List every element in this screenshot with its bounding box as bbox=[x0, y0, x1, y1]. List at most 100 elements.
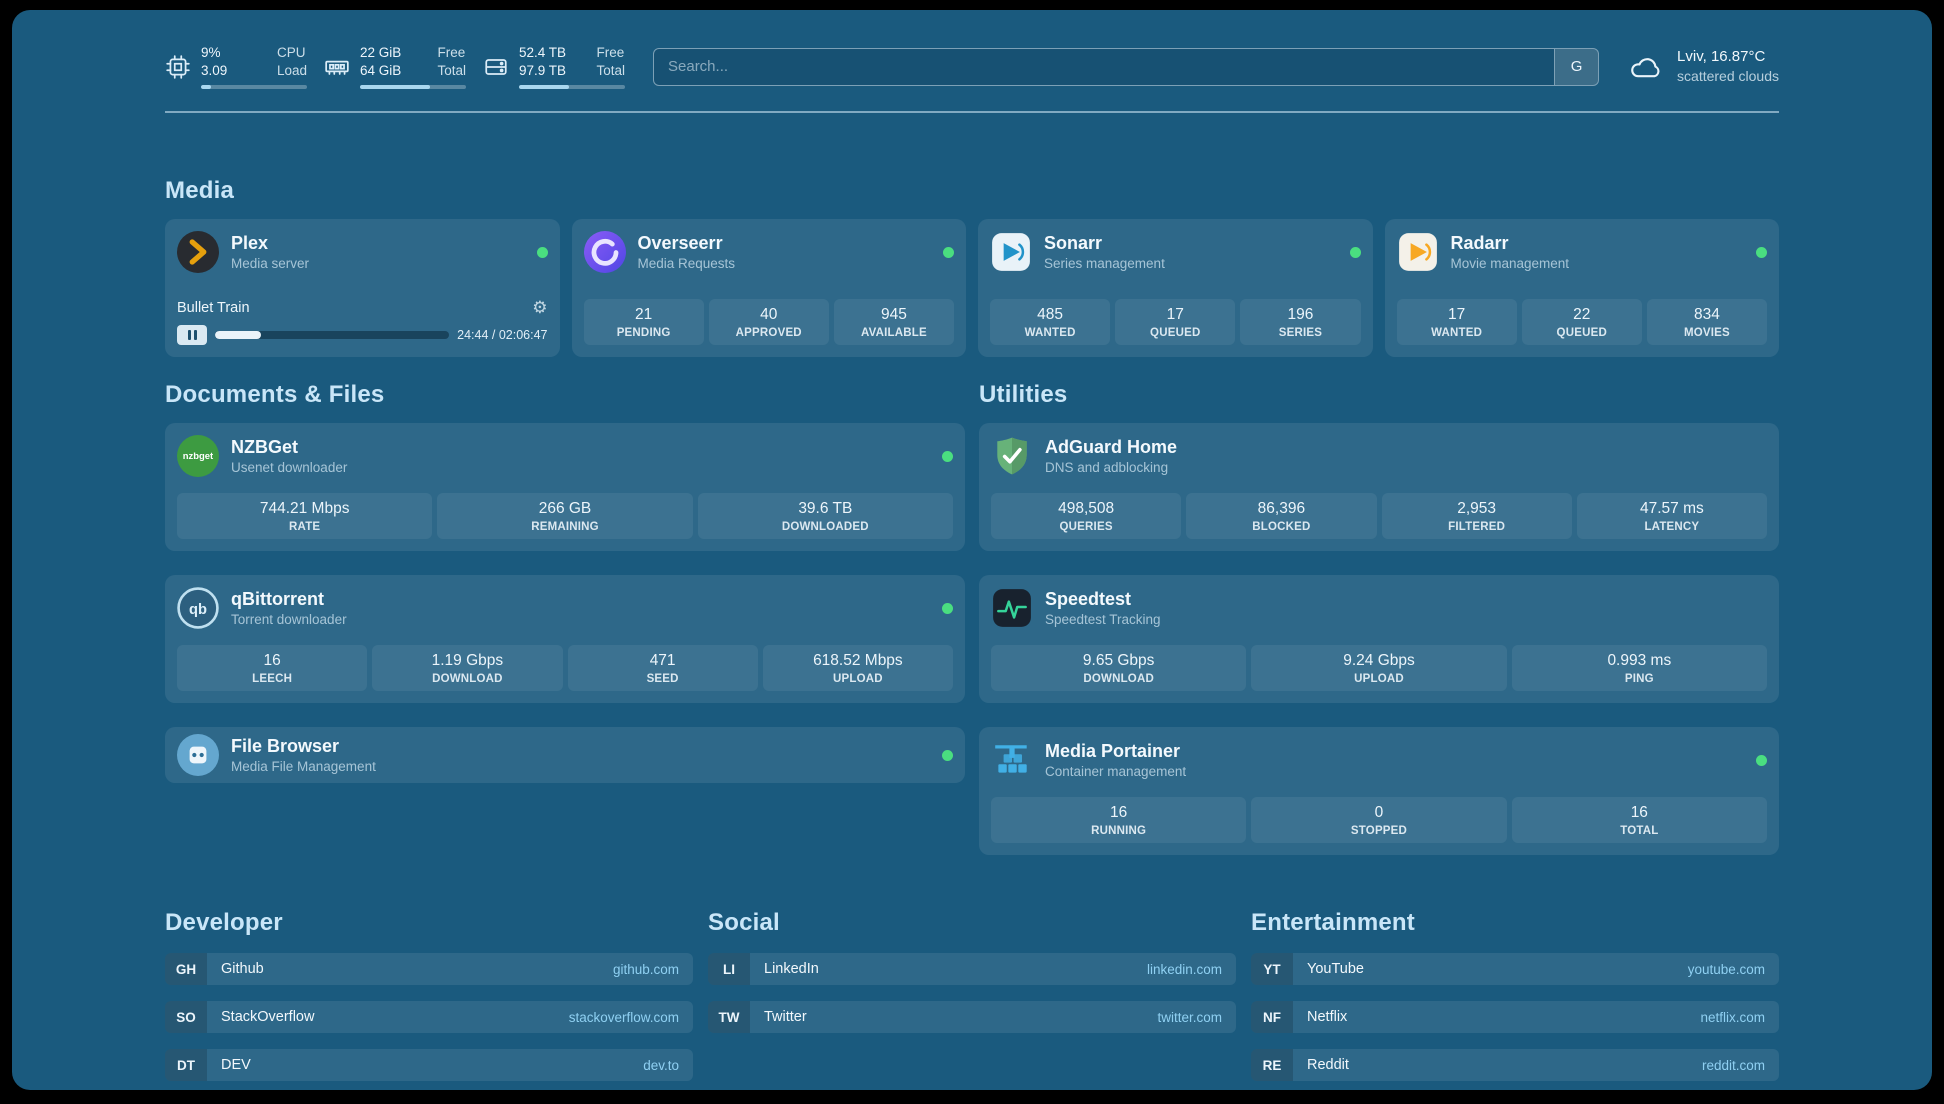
cpu-values: 9% 3.09 bbox=[201, 44, 227, 80]
radarr-header: Radarr Movie management bbox=[1397, 231, 1767, 273]
bookmark-twitter[interactable]: TW Twitter twitter.com bbox=[708, 1001, 1236, 1034]
filebrowser-card[interactable]: File Browser Media File Management bbox=[165, 727, 965, 784]
service-subtitle: Series management bbox=[1044, 256, 1165, 272]
bookmark-youtube[interactable]: YT YouTube youtube.com bbox=[1251, 953, 1779, 986]
stat-value: 1.19 Gbps bbox=[431, 652, 504, 670]
bookmark-abbr: DT bbox=[165, 1049, 207, 1082]
plex-header: Plex Media server bbox=[177, 231, 548, 274]
sonarr-header: Sonarr Series management bbox=[990, 231, 1361, 273]
stat: 22 QUEUED bbox=[1521, 299, 1642, 346]
memory-body: 22 GiB 64 GiB Free Total bbox=[360, 44, 466, 90]
memory-label-top: Free bbox=[437, 45, 466, 60]
stat-value: 266 GB bbox=[538, 500, 592, 518]
weather-text: Lviv, 16.87°C scattered clouds bbox=[1677, 46, 1779, 87]
bookmark-url: linkedin.com bbox=[1146, 961, 1222, 977]
cpu-load-value: 3.09 bbox=[201, 63, 228, 79]
sonarr-card[interactable]: Sonarr Series management 485 WANTED 17 Q… bbox=[978, 219, 1373, 358]
stat-label: SEED bbox=[646, 673, 679, 686]
cloud-icon bbox=[1627, 50, 1665, 84]
stat: 9.24 Gbps UPLOAD bbox=[1251, 645, 1507, 692]
stat-value: 485 bbox=[1037, 306, 1064, 324]
disk-progress-fill bbox=[519, 85, 569, 90]
cpu-progress-fill bbox=[201, 85, 211, 90]
social-list: LI LinkedIn linkedin.com TW Twitter twit… bbox=[708, 953, 1236, 1034]
stat: 196 SERIES bbox=[1240, 299, 1361, 346]
bookmark-abbr: NF bbox=[1251, 1001, 1293, 1034]
filebrowser-header: File Browser Media File Management bbox=[177, 734, 953, 777]
memory-progressbar bbox=[360, 85, 466, 90]
bookmark-reddit[interactable]: RE Reddit reddit.com bbox=[1251, 1049, 1779, 1082]
playback-progressbar bbox=[215, 331, 450, 340]
bookmark-github[interactable]: GH Github github.com bbox=[165, 953, 693, 986]
stat-label: QUEUED bbox=[1556, 327, 1607, 340]
stat-value: 196 bbox=[1287, 306, 1314, 324]
dashboard-page: 9% 3.09 CPU Load bbox=[12, 10, 1932, 1090]
memory-cols: 22 GiB 64 GiB Free Total bbox=[360, 44, 466, 80]
stat: 266 GB REMAINING bbox=[437, 493, 693, 540]
stat-label: APPROVED bbox=[735, 327, 802, 340]
bookmark-dev[interactable]: DT DEV dev.to bbox=[165, 1049, 693, 1082]
bookmark-url: netflix.com bbox=[1700, 1009, 1765, 1025]
speedtest-card[interactable]: Speedtest Speedtest Tracking 9.65 Gbps D… bbox=[979, 575, 1779, 704]
memory-label-bottom: Total bbox=[437, 63, 466, 79]
pause-button[interactable] bbox=[177, 325, 207, 346]
search-input[interactable] bbox=[654, 48, 1555, 85]
stat-label: STOPPED bbox=[1350, 825, 1408, 838]
service-subtitle: Container management bbox=[1045, 764, 1187, 780]
disk-progressbar bbox=[519, 85, 625, 90]
radarr-meta: Radarr Movie management bbox=[1451, 233, 1570, 271]
utilities-section: Utilities bbox=[979, 381, 1779, 856]
developer-list: GH Github github.com SO StackOverflow st… bbox=[165, 953, 693, 1082]
bookmark-abbr: LI bbox=[708, 953, 750, 986]
service-name: Speedtest bbox=[1045, 589, 1132, 610]
stat-label: DOWNLOAD bbox=[432, 673, 503, 686]
stat-value: 2,953 bbox=[1457, 500, 1497, 518]
disk-label-bottom: Total bbox=[596, 63, 625, 79]
status-dot bbox=[942, 450, 953, 462]
plex-card[interactable]: Plex Media server Bullet Train ⚙ bbox=[165, 219, 560, 358]
dashboard-content: 9% 3.09 CPU Load bbox=[12, 10, 1932, 1090]
stat: 744.21 Mbps RATE bbox=[177, 493, 433, 540]
stat-value: 40 bbox=[760, 306, 778, 324]
bookmark-name: Reddit bbox=[1307, 1057, 1349, 1074]
bookmark-netflix[interactable]: NF Netflix netflix.com bbox=[1251, 1001, 1779, 1034]
bookmark-stackoverflow[interactable]: SO StackOverflow stackoverflow.com bbox=[165, 1001, 693, 1034]
gear-icon[interactable]: ⚙ bbox=[532, 298, 548, 318]
stat-value: 16 bbox=[263, 652, 281, 670]
stat: 834 MOVIES bbox=[1646, 299, 1768, 346]
bookmark-linkedin[interactable]: LI LinkedIn linkedin.com bbox=[708, 953, 1236, 986]
memory-labels: Free Total bbox=[437, 44, 466, 80]
qbittorrent-card[interactable]: qb qBittorrent Torrent downloader bbox=[165, 575, 965, 704]
bookmark-abbr: SO bbox=[165, 1001, 207, 1034]
plex-icon bbox=[177, 231, 219, 274]
bookmark-abbr: GH bbox=[165, 953, 207, 986]
speedtest-stats: 9.65 Gbps DOWNLOAD 9.24 Gbps UPLOAD 0.99… bbox=[991, 645, 1767, 692]
stat: 471 SEED bbox=[567, 645, 758, 692]
stat: 498,508 QUERIES bbox=[991, 493, 1182, 540]
plex-meta: Plex Media server bbox=[231, 233, 309, 271]
disk-labels: Free Total bbox=[596, 44, 625, 80]
portainer-meta: Media Portainer Container management bbox=[1045, 741, 1186, 779]
bookmark-abbr: YT bbox=[1251, 953, 1293, 986]
social-group-title: Social bbox=[708, 909, 780, 937]
nzbget-card[interactable]: nzbget NZBGet Usenet downloader 74 bbox=[165, 423, 965, 552]
stat: 16 TOTAL bbox=[1511, 797, 1767, 844]
svg-text:qb: qb bbox=[189, 602, 207, 618]
speedtest-meta: Speedtest Speedtest Tracking bbox=[1045, 589, 1161, 627]
player-controls: 24:44 / 02:06:47 bbox=[177, 325, 548, 346]
radarr-card[interactable]: Radarr Movie management 17 WANTED 22 QUE… bbox=[1384, 219, 1779, 358]
adguard-card[interactable]: AdGuard Home DNS and adblocking 498,508 … bbox=[979, 423, 1779, 552]
cpu-widget: 9% 3.09 CPU Load bbox=[165, 44, 307, 90]
stat: 17 WANTED bbox=[1396, 299, 1517, 346]
stat-value: 744.21 Mbps bbox=[259, 500, 350, 518]
portainer-card[interactable]: Media Portainer Container management 16 … bbox=[979, 727, 1779, 856]
disk-total: 97.9 TB bbox=[519, 63, 567, 79]
stat: 47.57 ms LATENCY bbox=[1576, 493, 1767, 540]
entertainment-group-title: Entertainment bbox=[1251, 909, 1415, 937]
utilities-cards: AdGuard Home DNS and adblocking 498,508 … bbox=[979, 423, 1779, 856]
overseerr-card[interactable]: Overseerr Media Requests 21 PENDING 40 A… bbox=[571, 219, 966, 358]
status-dot bbox=[536, 246, 548, 258]
service-subtitle: DNS and adblocking bbox=[1045, 460, 1169, 476]
search-provider-button[interactable]: G bbox=[1554, 48, 1599, 85]
nzbget-stats: 744.21 Mbps RATE 266 GB REMAINING 39.6 T… bbox=[177, 493, 953, 540]
